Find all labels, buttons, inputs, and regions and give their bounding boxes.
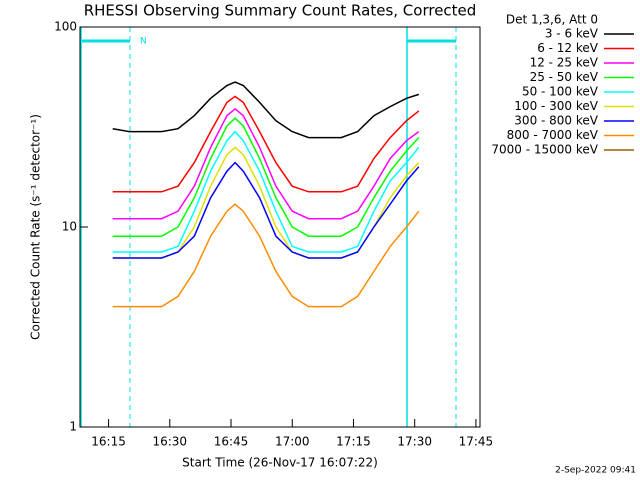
legend-label: 100 - 300 keV [514, 99, 598, 113]
legend-label: 6 - 12 keV [537, 41, 599, 55]
y-axis-label: Corrected Count Rate (s⁻¹ detector⁻¹) [29, 114, 43, 340]
footer: 2-Sep-2022 09:41 [555, 466, 636, 476]
y-tick-label: 100 [54, 20, 77, 34]
y-tick-label: 1 [69, 420, 77, 434]
legend-label: 300 - 800 keV [514, 114, 598, 128]
x-tick-label: 16:30 [152, 435, 187, 449]
plot-frame [79, 26, 481, 428]
x-tick-label: 17:45 [459, 435, 494, 449]
legend-label: 25 - 50 keV [530, 70, 599, 84]
series-line [112, 117, 420, 237]
x-tick-label: 17:00 [275, 435, 310, 449]
series-line [112, 130, 420, 253]
legend-label: 50 - 100 keV [522, 85, 599, 99]
series-line [112, 95, 420, 193]
legend-label: 7000 - 15000 keV [491, 143, 598, 157]
night-markers [80, 27, 457, 427]
x-tick-label: 16:15 [91, 435, 126, 449]
series-line [112, 161, 420, 259]
legend-label: 3 - 6 keV [545, 27, 599, 41]
legend-title: Det 1,3,6, Att 0 [506, 13, 598, 27]
series-line [112, 81, 420, 139]
chart-title: RHESSI Observing Summary Count Rates, Co… [84, 2, 477, 20]
series-line [112, 203, 420, 308]
legend-label: 800 - 7000 keV [507, 128, 599, 142]
x-tick-label: 17:30 [397, 435, 432, 449]
y-tick-label: 10 [62, 220, 77, 234]
series-line [112, 146, 420, 259]
x-tick-label: 17:15 [336, 435, 371, 449]
x-tick-label: 16:45 [214, 435, 249, 449]
x-axis-label: Start Time (26-Nov-17 16:07:22) [182, 456, 378, 470]
night-label: N [140, 37, 147, 47]
legend-label: 12 - 25 keV [530, 56, 599, 70]
series-line [112, 107, 420, 220]
